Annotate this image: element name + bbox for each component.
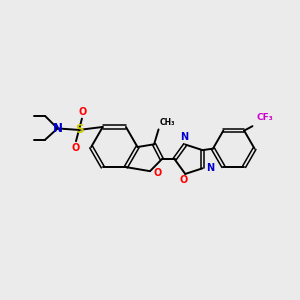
Text: N: N <box>180 132 188 142</box>
Text: N: N <box>206 163 214 173</box>
Text: N: N <box>52 122 63 135</box>
Text: O: O <box>78 106 87 116</box>
Text: O: O <box>180 176 188 185</box>
Text: O: O <box>154 168 162 178</box>
Text: S: S <box>75 123 83 136</box>
Text: O: O <box>71 143 80 153</box>
Text: CH₃: CH₃ <box>159 118 175 127</box>
Text: CF₃: CF₃ <box>256 113 273 122</box>
